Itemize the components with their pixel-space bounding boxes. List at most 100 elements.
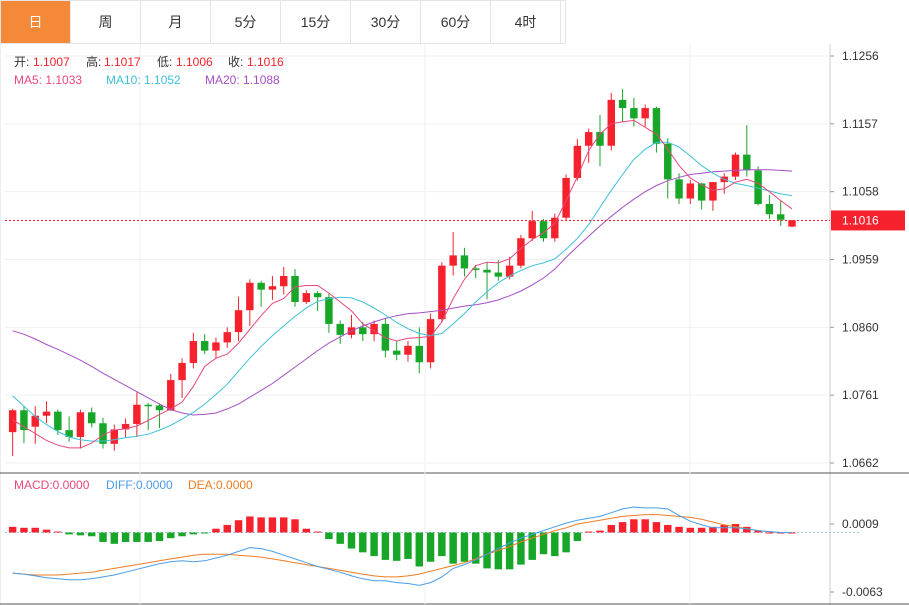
macd-bar: [99, 532, 107, 542]
macd-ytick-label-1: -0.0063: [842, 585, 883, 599]
tab-5[interactable]: 30分: [351, 1, 421, 43]
macd-bar: [110, 532, 119, 544]
tab-0[interactable]: 日: [1, 1, 71, 43]
candle-body: [155, 405, 164, 411]
macd-bar: [133, 532, 141, 542]
candle-body: [268, 286, 277, 290]
ytick-label-0: 1.1256: [842, 49, 879, 63]
candle-body: [618, 99, 627, 109]
macd-bar: [381, 532, 390, 560]
close-value: 1.1016: [247, 55, 284, 69]
tab-3[interactable]: 5分: [211, 1, 281, 43]
macd-bar: [573, 532, 582, 541]
macd-bar: [505, 532, 514, 570]
ma5-line: [12, 119, 793, 449]
candle-body: [709, 182, 717, 201]
macd-bar: [426, 532, 435, 562]
candle-body: [110, 429, 119, 444]
macd-bar: [8, 526, 17, 533]
candle-body: [8, 410, 17, 433]
macd-legend: MACD:0.0000: [14, 478, 90, 492]
macd-bar: [31, 527, 39, 533]
candle-body: [20, 410, 28, 431]
candle-body: [573, 145, 582, 178]
last-price-tag: [831, 210, 905, 231]
macd-bar: [212, 528, 220, 533]
candle-body: [630, 108, 638, 119]
candle-body: [370, 323, 378, 335]
candle-body: [313, 293, 322, 298]
macd-bar: [709, 526, 717, 533]
macd-bar: [370, 532, 378, 557]
tab-7[interactable]: 4时: [491, 1, 561, 43]
candle-body: [234, 310, 243, 333]
macd-bar: [347, 532, 356, 549]
macd-bar: [449, 532, 457, 564]
macd-bar: [596, 530, 604, 533]
candle-body: [426, 319, 435, 363]
candle-body: [584, 132, 593, 146]
macd-bar: [472, 532, 480, 564]
macd-bar: [754, 530, 762, 533]
candle-body: [460, 255, 469, 269]
macd-bar: [359, 532, 367, 553]
macd-bar: [415, 532, 423, 567]
candle-body: [528, 221, 536, 239]
low-label: 低:: [157, 55, 172, 69]
tab-1[interactable]: 周: [71, 1, 141, 43]
candle-body: [449, 255, 457, 266]
tab-6[interactable]: 60分: [421, 1, 491, 43]
candle-body: [788, 220, 796, 227]
candle-body: [76, 412, 85, 437]
macd-bar: [42, 529, 51, 533]
macd-bar: [313, 531, 322, 533]
macd-bar: [76, 532, 85, 536]
macd-bar: [584, 531, 593, 533]
macd-bar: [291, 519, 299, 533]
candle-body: [133, 404, 141, 424]
open-value: 1.1007: [33, 55, 70, 69]
macd-bar: [562, 532, 570, 553]
candle-body: [731, 154, 740, 177]
macd-bar: [630, 519, 638, 533]
macd-bar: [765, 532, 774, 534]
macd-bar: [675, 526, 683, 533]
macd-bar: [54, 531, 62, 533]
candle-body: [505, 265, 514, 277]
candle-body: [562, 177, 570, 218]
tab-4[interactable]: 15分: [281, 1, 351, 43]
low-value: 1.1006: [176, 55, 213, 69]
candle-body: [472, 268, 480, 270]
macd-bar: [551, 532, 559, 557]
candle-body: [65, 430, 73, 437]
ytick-label-4: 1.0860: [842, 320, 879, 334]
ytick-label-6: 1.0662: [842, 456, 879, 470]
macd-bar: [279, 517, 288, 533]
candle-body: [596, 132, 604, 146]
candle-body: [675, 179, 683, 199]
macd-bar: [686, 527, 695, 533]
dea-legend: DEA:0.0000: [188, 478, 253, 492]
candle-body: [392, 350, 401, 355]
candle-body: [291, 275, 299, 302]
tab-2[interactable]: 月: [141, 1, 211, 43]
candle-body: [641, 108, 649, 119]
ytick-label-5: 1.0761: [842, 388, 879, 402]
high-label: 高:: [86, 54, 101, 69]
last-price-tag-text: 1.1016: [842, 213, 879, 227]
candle-body: [686, 183, 695, 199]
ma20-line: [12, 169, 793, 416]
candle-body: [325, 297, 333, 324]
candle-body: [539, 221, 548, 239]
candle-body: [223, 332, 231, 343]
candle-body: [438, 265, 446, 320]
macd-bar: [65, 532, 73, 535]
candle-body: [279, 275, 288, 287]
macd-bar: [167, 532, 175, 539]
macd-bar: [664, 524, 672, 533]
ytick-label-2: 1.1058: [842, 185, 879, 199]
macd-bar: [87, 532, 96, 537]
candle-body: [121, 423, 130, 430]
macd-bar: [641, 519, 649, 533]
